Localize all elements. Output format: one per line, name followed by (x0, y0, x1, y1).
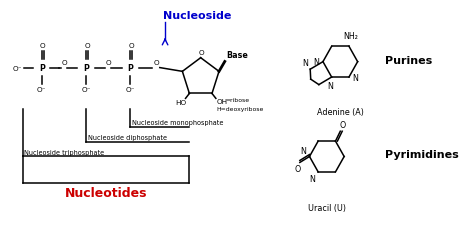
Text: N: N (301, 146, 307, 155)
Text: N: N (302, 59, 308, 68)
Text: N: N (310, 174, 315, 183)
Text: N: N (313, 58, 319, 67)
Text: Base: Base (227, 50, 248, 59)
Text: P: P (128, 64, 133, 73)
Text: O: O (339, 121, 346, 130)
Text: O: O (295, 165, 301, 174)
Text: Purines: Purines (384, 55, 432, 65)
Text: O: O (61, 59, 67, 65)
Text: Nucleotides: Nucleotides (64, 186, 147, 199)
Text: O⁻: O⁻ (13, 65, 23, 71)
Text: P: P (83, 64, 89, 73)
Text: O⁻: O⁻ (126, 87, 135, 93)
Text: =ribose: =ribose (226, 98, 250, 103)
Text: NH₂: NH₂ (344, 32, 358, 41)
Text: O: O (40, 43, 46, 49)
Text: Adenine (A): Adenine (A) (317, 108, 364, 117)
Text: P: P (39, 64, 45, 73)
Text: Uracil (U): Uracil (U) (308, 203, 346, 212)
Text: O: O (84, 43, 90, 49)
Text: O: O (199, 49, 204, 55)
Text: Nucleoside: Nucleoside (163, 11, 231, 21)
Text: Nucleoside triphosphate: Nucleoside triphosphate (25, 149, 105, 155)
Text: N: N (352, 73, 358, 82)
Text: O: O (128, 43, 134, 49)
Text: H=deoxyribose: H=deoxyribose (217, 107, 264, 112)
Text: Pyrimidines: Pyrimidines (384, 149, 458, 159)
Text: HO: HO (175, 100, 186, 106)
Text: O: O (154, 59, 160, 65)
Text: O⁻: O⁻ (82, 87, 91, 93)
Text: Nucleoside monophosphate: Nucleoside monophosphate (132, 119, 224, 125)
Text: O⁻: O⁻ (37, 87, 46, 93)
Text: O: O (105, 59, 111, 65)
Text: N: N (327, 82, 333, 91)
Text: OH: OH (217, 99, 228, 105)
Text: Nucleoside diphosphate: Nucleoside diphosphate (88, 134, 167, 140)
